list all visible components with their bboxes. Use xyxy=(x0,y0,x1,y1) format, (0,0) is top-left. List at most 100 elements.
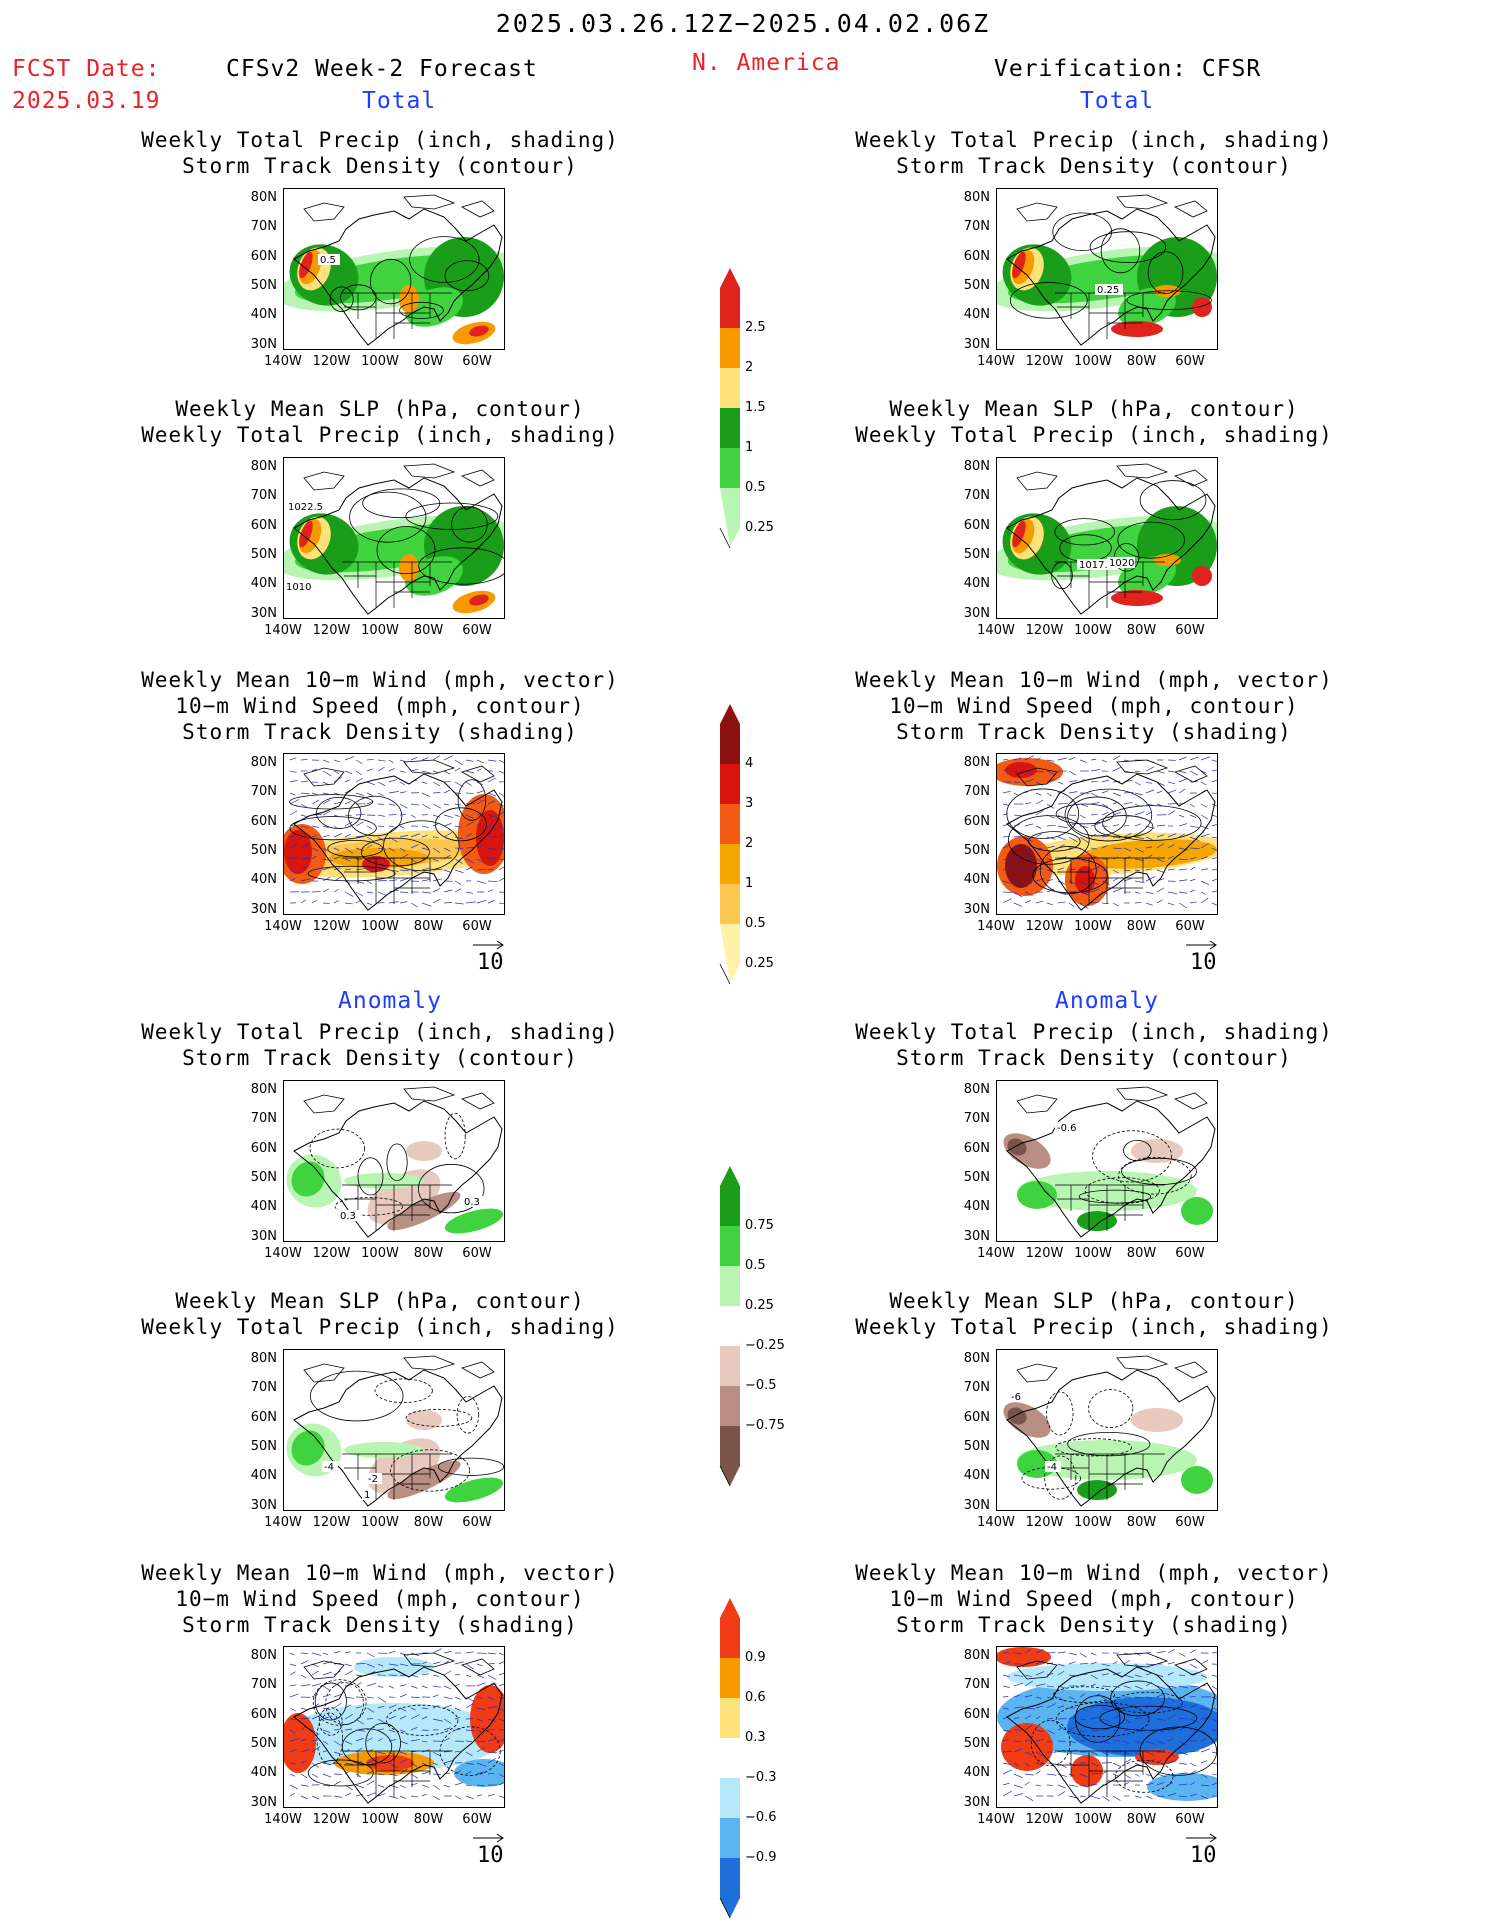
lat-tick-label: 40N xyxy=(250,1468,277,1484)
arctic-islands xyxy=(303,194,495,222)
contour-label: 1017.5 xyxy=(1077,559,1117,571)
lat-tick-label: 80N xyxy=(250,459,277,474)
svg-text:10: 10 xyxy=(1190,950,1217,975)
map-panel: 0.3 0.3 xyxy=(283,1080,505,1242)
field-shading xyxy=(286,1141,504,1234)
lat-tick-label: 60N xyxy=(250,1706,277,1722)
contour-lines xyxy=(1009,212,1212,319)
lon-tick-label: 120W xyxy=(312,1246,351,1261)
lat-tick-label: 60N xyxy=(963,1706,990,1722)
arctic-islands xyxy=(303,1086,495,1114)
colorbar-label: 0.5 xyxy=(745,480,766,495)
state-borders xyxy=(342,857,452,904)
verification-title: Verification: CFSR xyxy=(994,56,1262,82)
lon-tick-label: 80W xyxy=(413,623,444,638)
coastline xyxy=(293,773,503,911)
lon-tick-label: 120W xyxy=(1025,919,1064,934)
colorbar-swatches xyxy=(719,1598,740,1918)
lon-tick-label: 80W xyxy=(1126,919,1157,934)
panel-title-line: Weekly Mean 10−m Wind (mph, vector) xyxy=(855,1561,1333,1585)
lon-tick-label: 100W xyxy=(361,623,399,638)
contour-label: -2 xyxy=(366,1473,382,1485)
colorbar-label: 3 xyxy=(745,796,754,811)
lat-tick-label: 40N xyxy=(250,576,277,592)
lon-tick-label: 140W xyxy=(264,623,302,638)
lon-tick-label: 100W xyxy=(361,1246,399,1261)
lat-tick-label: 40N xyxy=(250,307,277,323)
map-panel: -6 -4 xyxy=(996,1349,1218,1511)
lon-tick-label: 60W xyxy=(462,1246,492,1261)
contour-label: 1 xyxy=(362,1489,372,1501)
contour-lines xyxy=(309,1112,485,1216)
lon-tick-label: 80W xyxy=(413,1812,444,1827)
lat-tick-label: 30N xyxy=(250,1497,277,1513)
section-anomaly-left: Anomaly xyxy=(338,988,442,1014)
colorbar-label: 0.25 xyxy=(745,1298,774,1313)
lon-tick-label: 100W xyxy=(1074,1812,1112,1827)
field-shading xyxy=(284,237,504,345)
lat-tick-label: 70N xyxy=(250,1380,277,1396)
colorbar-label: 0.3 xyxy=(745,1730,766,1745)
lat-tick-label: 60N xyxy=(963,1140,990,1156)
lon-tick-label: 140W xyxy=(977,1246,1015,1261)
lat-tick-label: 50N xyxy=(250,546,277,562)
lon-tick-label: 60W xyxy=(1175,1515,1205,1530)
colorbar-swatches xyxy=(719,704,740,984)
svg-text:10: 10 xyxy=(1190,1843,1217,1868)
lon-tick-label: 140W xyxy=(977,354,1015,369)
reference-arrow-icon: 10 xyxy=(473,1833,504,1868)
map-canvas xyxy=(284,1648,504,1804)
lon-tick-label: 120W xyxy=(1025,1515,1064,1530)
colorbar-label: 1 xyxy=(745,876,754,891)
arctic-islands xyxy=(303,1355,495,1383)
lat-tick-label: 50N xyxy=(250,842,277,858)
colorbar-label: −0.3 xyxy=(745,1770,777,1785)
panel-title-line: 10−m Wind Speed (mph, contour) xyxy=(175,694,585,718)
lon-tick-label: 100W xyxy=(361,1812,399,1827)
lon-tick-label: 60W xyxy=(462,1515,492,1530)
contour-label: 0.5 xyxy=(318,254,340,266)
contour-lines xyxy=(1078,1130,1197,1204)
section-anomaly-right: Anomaly xyxy=(1055,988,1159,1014)
lat-tick-label: 60N xyxy=(250,517,277,533)
lon-tick-label: 80W xyxy=(1126,623,1157,638)
arctic-islands xyxy=(1016,463,1208,491)
coastline xyxy=(1006,773,1216,911)
field-shading xyxy=(1003,1402,1213,1500)
lat-tick-label: 80N xyxy=(963,190,990,205)
lat-tick-label: 70N xyxy=(963,1111,990,1127)
map-panel xyxy=(996,1646,1218,1808)
field-shading xyxy=(1003,1133,1213,1231)
svg-text:0.3: 0.3 xyxy=(340,1211,356,1222)
svg-text:0.5: 0.5 xyxy=(320,255,336,266)
arctic-islands xyxy=(1016,1652,1208,1680)
map-canvas: -0.6 xyxy=(1003,1086,1216,1238)
colorbar-label: 1 xyxy=(745,440,754,455)
fcst-date-value: 2025.03.19 xyxy=(12,88,161,114)
lon-tick-label: 80W xyxy=(413,919,444,934)
field-shading xyxy=(997,237,1217,337)
lat-tick-label: 30N xyxy=(250,1794,277,1810)
lat-tick-label: 60N xyxy=(250,1140,277,1156)
lat-tick-label: 30N xyxy=(963,605,990,621)
lon-tick-label: 120W xyxy=(312,919,351,934)
panel-title-line: Storm Track Density (shading) xyxy=(182,720,578,744)
colorbar-anom-precip xyxy=(717,1166,777,1486)
lat-tick-label: 40N xyxy=(250,1765,277,1781)
panel-title-line: Storm Track Density (shading) xyxy=(182,1613,578,1637)
map-canvas xyxy=(997,1647,1217,1804)
svg-text:10: 10 xyxy=(477,950,504,975)
map-canvas: 0.25 xyxy=(997,194,1217,346)
contour-label: 1010 xyxy=(284,581,312,593)
lat-tick-label: 70N xyxy=(963,1677,990,1693)
lat-tick-label: 70N xyxy=(963,488,990,504)
panel-title-line: 10−m Wind Speed (mph, contour) xyxy=(889,1587,1299,1611)
map-canvas: 1022.5 1010 xyxy=(284,463,504,615)
lat-tick-label: 80N xyxy=(963,1351,990,1366)
lon-tick-label: 120W xyxy=(312,623,351,638)
arctic-islands xyxy=(1016,1086,1208,1114)
lat-tick-label: 80N xyxy=(250,1082,277,1097)
coastline xyxy=(1006,1369,1216,1507)
colorbar-label: 0.25 xyxy=(745,956,774,971)
panel-title-line: Weekly Total Precip (inch, shading) xyxy=(141,128,619,152)
